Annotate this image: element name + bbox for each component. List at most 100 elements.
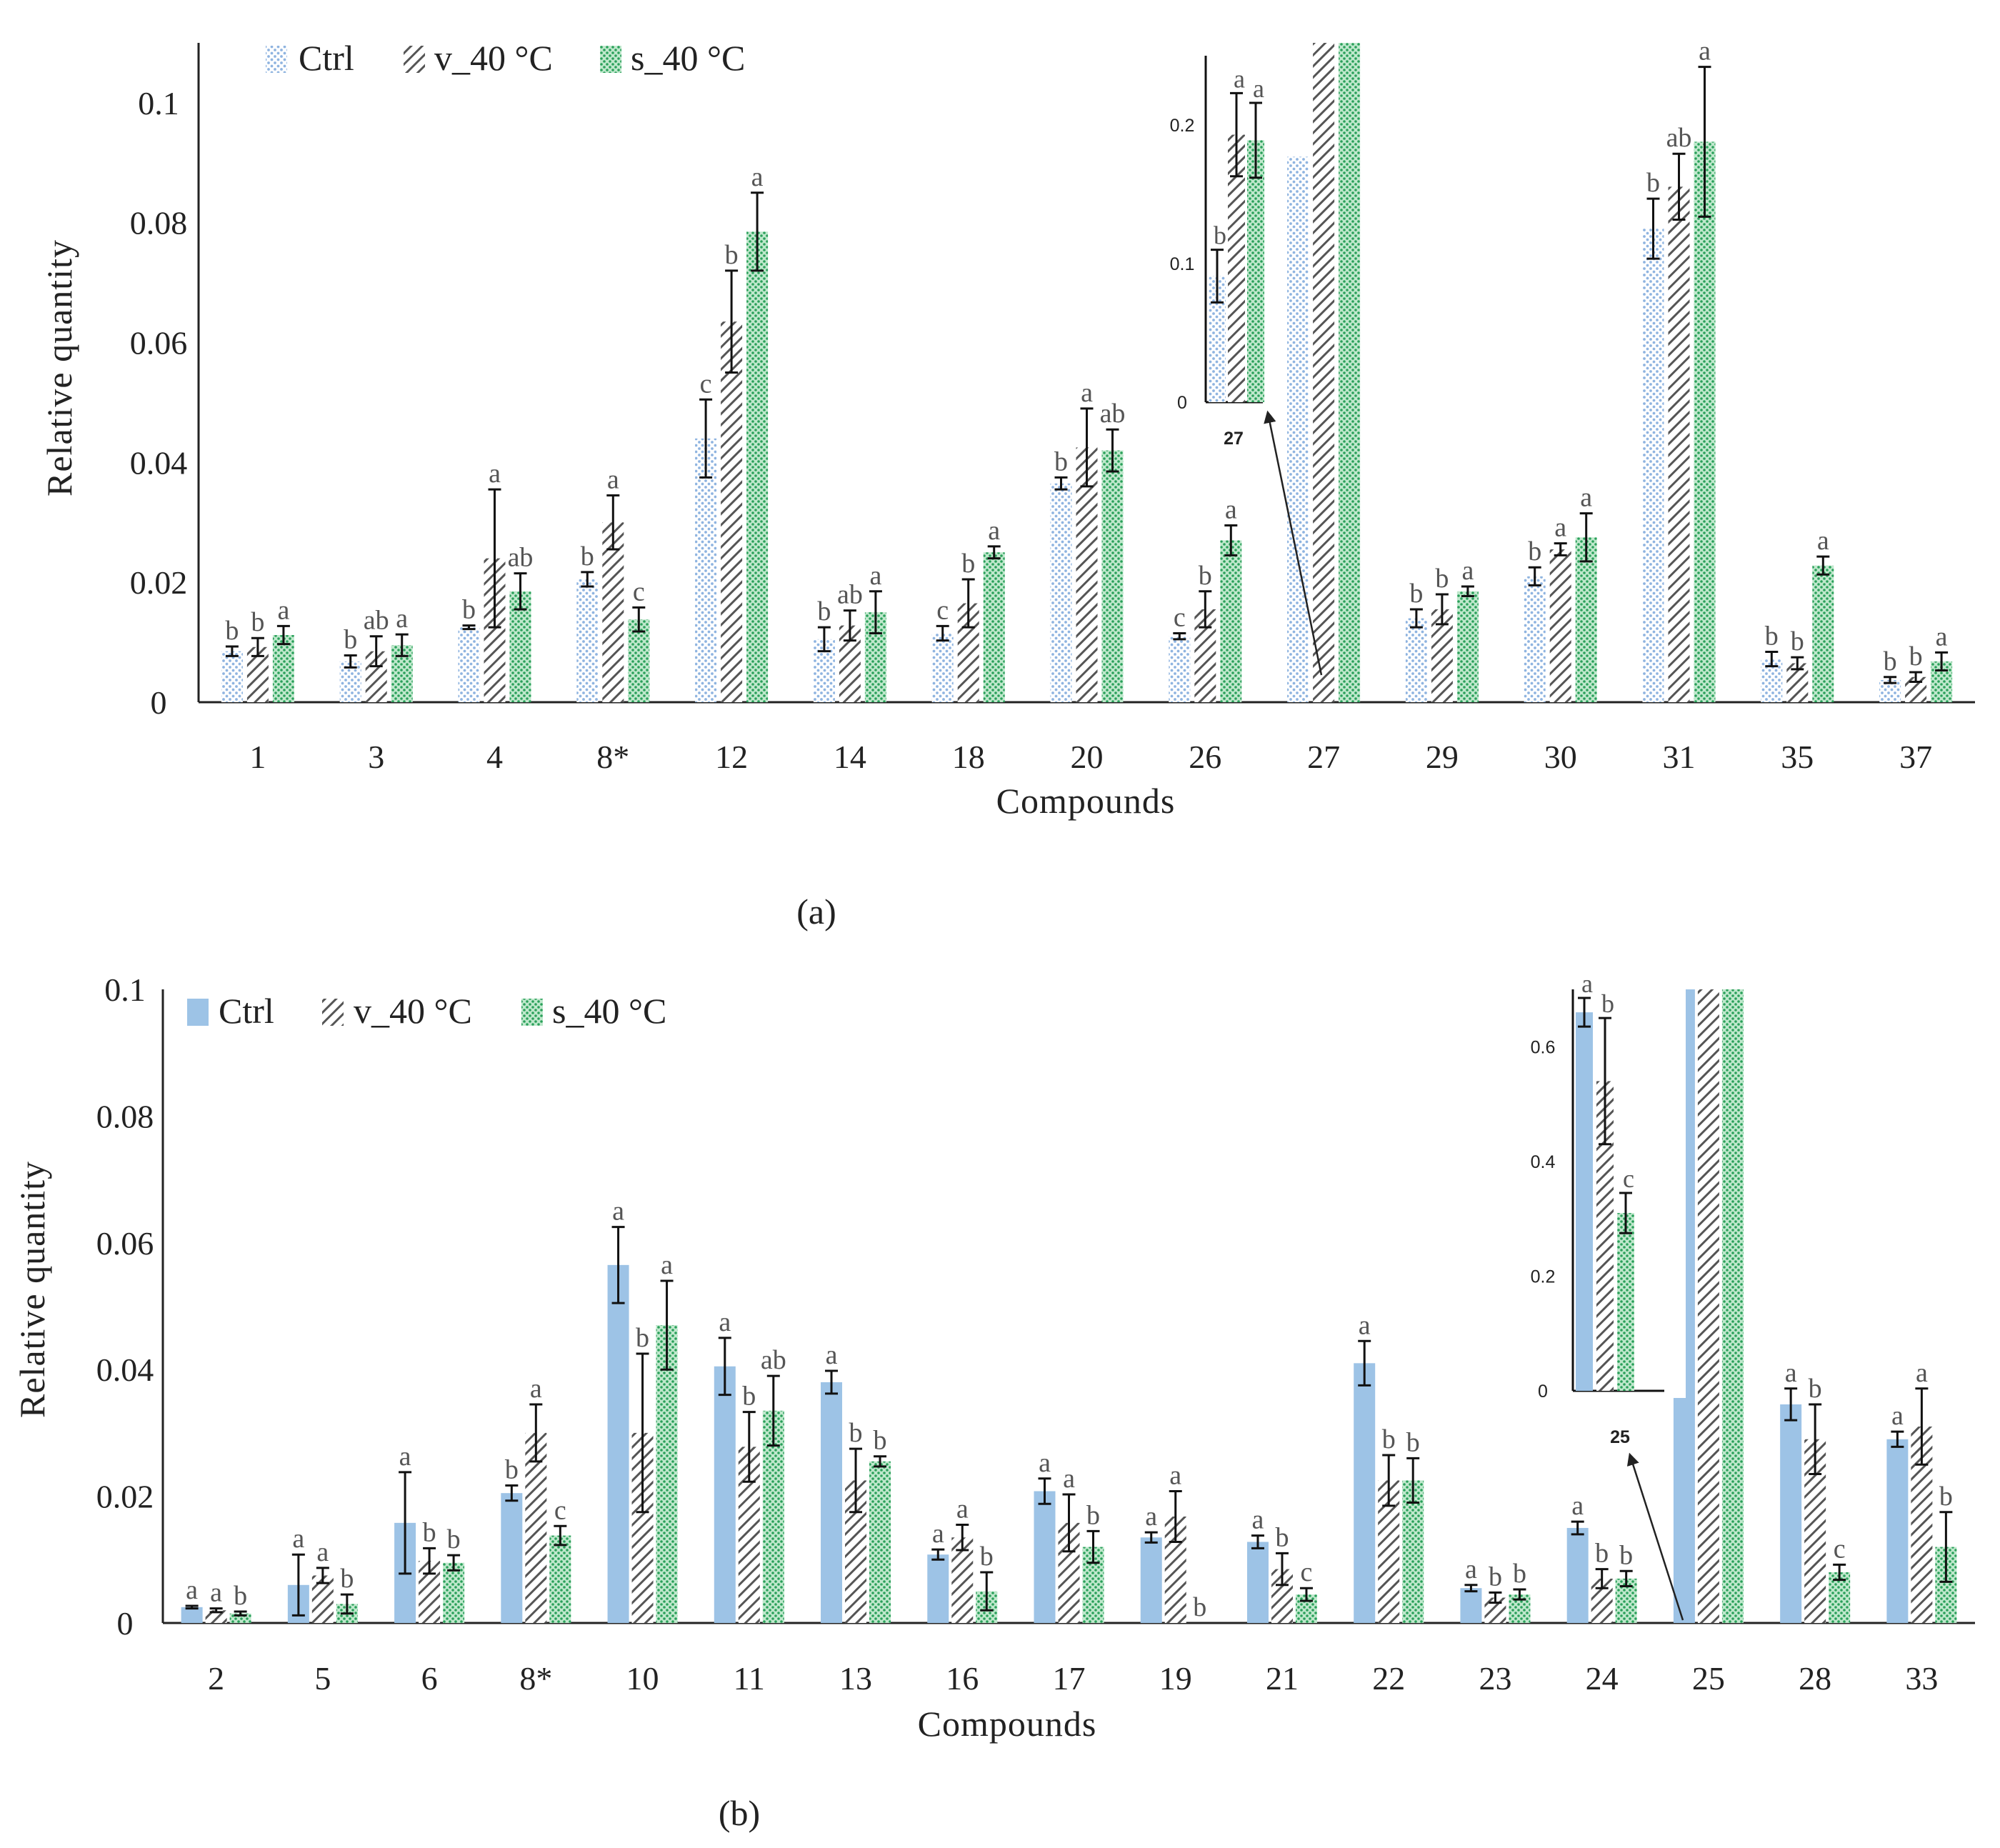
panel-b-errorbar-s-40-c-8star [554, 1524, 567, 1547]
panel-a-errorbar-ctrl-8star [581, 571, 594, 588]
panel-a-bars [221, 43, 1953, 703]
panel-b-errorbar-ctrl-19 [1144, 1531, 1158, 1544]
panel-b-bar-ctrl-23 [1460, 1588, 1482, 1623]
panel-a-errorbar-ctrl-12 [699, 398, 713, 479]
panel-b-errorbar-v-40-c-6 [423, 1547, 436, 1575]
panel-a-errorbar-s-40-c-4 [514, 572, 527, 611]
panel-a-errorbar-ctrl-20 [1054, 476, 1068, 491]
panel-a-y-tick-label: 0.04 [130, 444, 188, 481]
panel-a-errorbar-v-40-c-20 [1080, 407, 1094, 488]
panel-b-x-tick-label: 33 [1905, 1660, 1938, 1697]
panel-b-chart: Ctrl v_40 °C s_40 °C Relative quantity C… [12, 969, 1975, 1833]
panel-a-y-tick-label: 0.02 [130, 564, 188, 601]
panel-a-errorbar-v-40-c-8star [606, 494, 620, 551]
panel-b-significance-label: a [1169, 1461, 1181, 1491]
panel-a-bar-s-40-c-29 [1456, 591, 1479, 702]
panel-b-inset-y-tick-label: 0 [1538, 1382, 1548, 1402]
panel-b-significance-label: a [1039, 1448, 1051, 1478]
panel-b-significance-label: c [1834, 1534, 1846, 1564]
panel-a-legend: Ctrl v_40 °C s_40 °C [266, 38, 745, 78]
panel-a-significance-label: a [1081, 378, 1093, 408]
panel-b-y-tick-label: 0.04 [96, 1352, 154, 1388]
panel-a-significance-label: ab [837, 580, 863, 610]
panel-a-significance-label: b [725, 240, 739, 270]
panel-a-x-tick-label: 1 [249, 739, 266, 775]
panel-b-x-tick-label: 17 [1053, 1660, 1086, 1697]
panel-a-y-axis-title: Relative quantity [39, 239, 79, 496]
panel-b-errorbar-v-40-c-16 [956, 1524, 969, 1552]
panel-a-errorbar-s-40-c-26 [1224, 524, 1238, 556]
panel-a-significance-label: a [1936, 621, 1948, 651]
panel-b-errorbar-ctrl-17 [1038, 1477, 1051, 1505]
panel-a-bar-ctrl-26 [1169, 636, 1191, 702]
panel-a-significance-label: b [344, 625, 357, 655]
panel-b-significance-label: b [1275, 1522, 1289, 1552]
panel-b-bar-ctrl-22 [1354, 1363, 1376, 1623]
panel-a-significance-label: ab [1100, 399, 1126, 429]
panel-a-bar-s-40-c-30 [1575, 537, 1597, 702]
panel-a-y-tick-label: 0.08 [130, 205, 188, 241]
panel-b-bar-ctrl-33 [1886, 1439, 1909, 1623]
panel-a-significance-label: a [1554, 513, 1566, 543]
panel-a-significance-label: a [396, 604, 408, 634]
panel-b-significance-label: a [1891, 1401, 1904, 1431]
panel-b-significance-label: a [399, 1442, 411, 1472]
panel-a-significance-label: b [1765, 621, 1779, 651]
panel-b-errorbar-s-40-c-21 [1299, 1587, 1313, 1602]
panel-a-x-axis-title: Compounds [996, 781, 1176, 821]
panel-a-errorbar-v-40-c-35 [1791, 656, 1804, 671]
panel-b-significance-label: b [1619, 1540, 1633, 1570]
panel-a-significance-label: b [1884, 646, 1897, 676]
panel-b-errorbar-s-40-c-13 [874, 1455, 887, 1468]
panel-a-inset-y-tick-label: 0.2 [1170, 116, 1195, 136]
panel-b-errorbar-ctrl-11 [718, 1337, 731, 1397]
panel-b-significance-label: b [505, 1455, 519, 1485]
panel-b-significance-label: ab [761, 1345, 786, 1375]
panel-b-errorbar-ctrl-23 [1464, 1584, 1478, 1593]
panel-a-significance-label: c [633, 576, 645, 606]
legend-swatch-ctrl [266, 46, 287, 73]
panel-a-errorbar-s-40-c-30 [1579, 512, 1593, 563]
panel-a-bar-v-40-c-31 [1668, 186, 1690, 702]
panel-a-inset-arrow [1264, 410, 1323, 676]
panel-b-errorbar-s-40-c-16 [980, 1571, 994, 1612]
panel-a-x-tick-label: 29 [1426, 739, 1459, 775]
panel-b-bar-ctrl-11 [714, 1366, 736, 1623]
panel-b-significance-label: b [1595, 1539, 1609, 1569]
panel-b-errorbar-s-40-c-24 [1619, 1569, 1633, 1588]
panel-a-errorbar-v-40-c-14 [843, 609, 856, 642]
panel-a-significance-label: b [1435, 564, 1449, 594]
panel-b-bar-s-40-c-22 [1402, 1480, 1424, 1623]
panel-b-errorbar-v-40-c-10 [636, 1352, 649, 1514]
panel-a-bar-ctrl-29 [1405, 618, 1427, 702]
panel-b-errorbar-ctrl-13 [825, 1369, 839, 1395]
panel-b-x-tick-label: 13 [839, 1660, 872, 1697]
panel-a-errorbar-ctrl-4 [462, 624, 476, 631]
panel-b-y-tick-label: 0.1 [104, 972, 146, 1008]
legend-label-s40: s_40 °C [552, 991, 666, 1031]
panel-a-bar-s-40-c-26 [1220, 540, 1242, 702]
panel-b-label: (b) [719, 1793, 760, 1833]
panel-a-errorbar-s-40-c-18 [987, 545, 1001, 560]
panel-b-errorbar-ctrl-5 [291, 1553, 305, 1617]
panel-b-significance-label: b [636, 1323, 649, 1353]
panel-b-errorbar-v-40-c-28 [1809, 1403, 1822, 1476]
panel-b-bar-v-40-c-25 [1697, 989, 1719, 1623]
panel-b-errorbar-v-40-c-17 [1062, 1493, 1076, 1553]
legend-swatch-s40 [521, 999, 543, 1026]
panel-b-errorbar-ctrl-6 [399, 1471, 412, 1575]
panel-b-significance-label: a [956, 1494, 969, 1524]
panel-b-significance-label: a [1785, 1358, 1797, 1388]
panel-b-significance-label: b [447, 1524, 461, 1554]
panel-a-errorbar-s-40-c-31 [1698, 66, 1711, 218]
panel-a-x-tick-label: 3 [368, 739, 384, 775]
panel-b-significance-label: b [1086, 1500, 1100, 1530]
panel-a-errorbar-v-40-c-29 [1435, 593, 1449, 626]
panel-a-significance-label: b [1528, 536, 1541, 566]
panel-b-significance-label: b [849, 1418, 863, 1448]
panel-a-x-tick-label: 35 [1781, 739, 1814, 775]
panel-a-significance-label: a [607, 465, 619, 495]
panel-a-x-tick-label: 27 [1307, 739, 1340, 775]
panel-a-bar-s-40-c-27 [1339, 43, 1361, 702]
panel-a-errorbar-s-40-c-14 [869, 590, 882, 635]
